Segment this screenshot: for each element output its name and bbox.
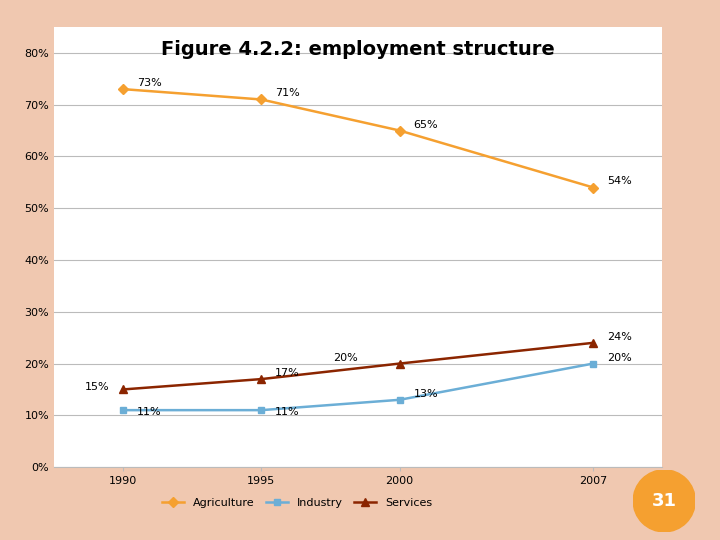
- Agriculture: [119, 86, 127, 92]
- Text: 15%: 15%: [85, 382, 109, 392]
- Text: 20%: 20%: [607, 353, 632, 362]
- Text: 71%: 71%: [275, 89, 300, 98]
- Agriculture: [589, 184, 598, 191]
- Industry: [589, 360, 598, 367]
- Services: [257, 376, 266, 382]
- Services: [119, 386, 127, 393]
- Circle shape: [633, 470, 696, 532]
- Text: 11%: 11%: [137, 407, 161, 417]
- Agriculture: [395, 127, 404, 134]
- Industry: [119, 407, 127, 414]
- Industry: [395, 396, 404, 403]
- Industry: [257, 407, 266, 414]
- Line: Industry: Industry: [120, 360, 597, 414]
- Text: 31: 31: [652, 492, 677, 510]
- Text: 20%: 20%: [333, 353, 358, 362]
- Text: 54%: 54%: [607, 177, 632, 186]
- Text: 11%: 11%: [275, 407, 300, 417]
- Text: 65%: 65%: [413, 119, 438, 130]
- Text: Figure 4.2.2: employment structure: Figure 4.2.2: employment structure: [161, 40, 555, 59]
- Text: 13%: 13%: [413, 389, 438, 399]
- Text: 17%: 17%: [275, 368, 300, 378]
- Services: [589, 340, 598, 346]
- Agriculture: [257, 96, 266, 103]
- Legend: Agriculture, Industry, Services: Agriculture, Industry, Services: [158, 493, 437, 512]
- Text: 73%: 73%: [137, 78, 162, 88]
- Line: Services: Services: [119, 339, 598, 394]
- Line: Agriculture: Agriculture: [120, 86, 597, 191]
- Text: 24%: 24%: [607, 332, 632, 342]
- Services: [395, 360, 404, 367]
